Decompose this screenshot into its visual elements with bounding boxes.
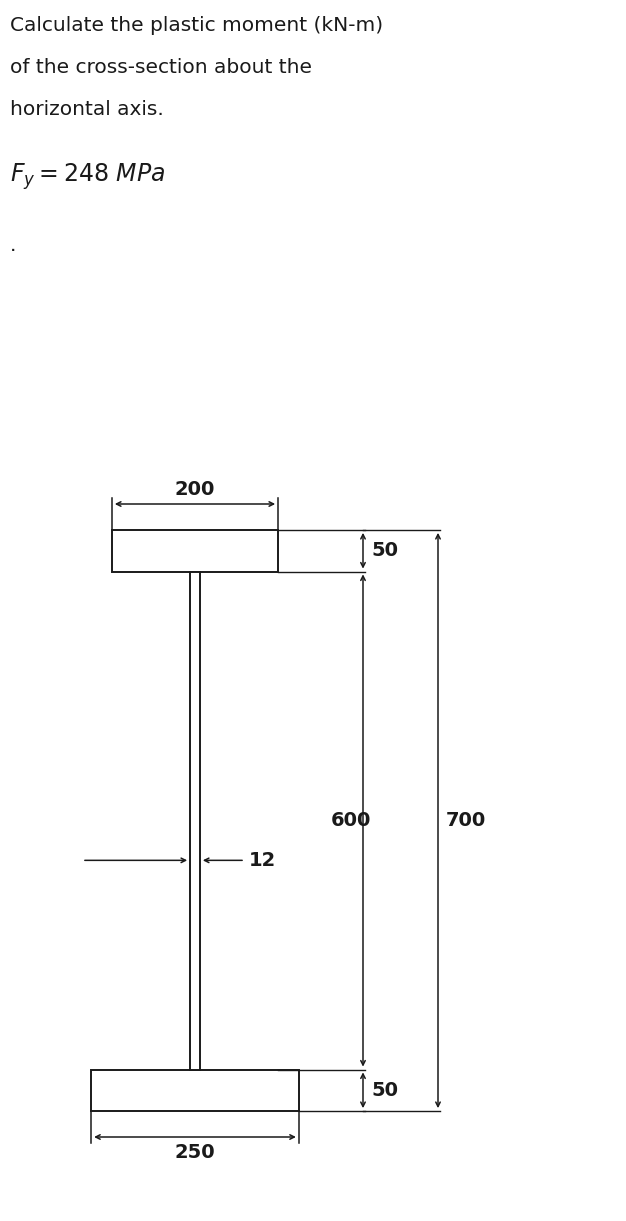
- Bar: [91, 1070, 299, 1111]
- Text: 12: 12: [249, 851, 276, 869]
- Text: 250: 250: [175, 1143, 215, 1162]
- Text: 50: 50: [371, 1081, 398, 1100]
- Text: of the cross-section about the: of the cross-section about the: [10, 59, 312, 77]
- Text: 600: 600: [331, 811, 371, 830]
- Text: 50: 50: [371, 541, 398, 560]
- Text: .: .: [10, 236, 16, 255]
- Bar: [190, 571, 200, 1070]
- Text: Calculate the plastic moment (kN-m): Calculate the plastic moment (kN-m): [10, 16, 383, 35]
- Bar: [112, 530, 278, 571]
- Text: 700: 700: [446, 811, 486, 830]
- Text: 200: 200: [175, 480, 215, 499]
- Text: $F_y = 248\ MPa$: $F_y = 248\ MPa$: [10, 161, 165, 192]
- Text: horizontal axis.: horizontal axis.: [10, 100, 164, 118]
